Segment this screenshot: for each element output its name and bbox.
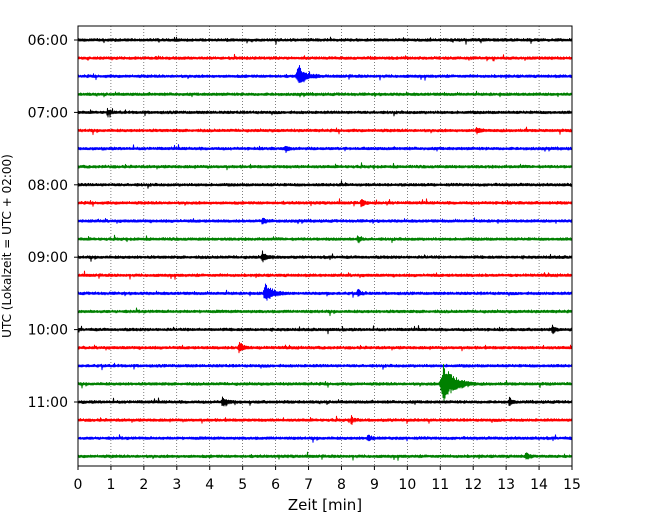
- trace-1115: [77, 415, 573, 426]
- y-tick-label: 09:00: [28, 250, 68, 266]
- plot-frame: [77, 25, 573, 467]
- x-axis-label: Zeit [min]: [288, 496, 362, 514]
- trace-0645: [77, 90, 573, 98]
- trace-1145: [77, 451, 573, 461]
- trace-0845: [77, 234, 573, 244]
- x-tick-label: 11: [431, 477, 449, 493]
- y-tick-label: 08:00: [28, 178, 68, 194]
- x-axis: 0 1 2 3 4 5 6 7 8 9 10 11 12 13 14 15: [74, 466, 581, 493]
- trace-0930: [77, 283, 573, 301]
- x-tick-label: 12: [464, 477, 482, 493]
- x-tick-label: 9: [370, 477, 379, 493]
- y-axis-label: UTC (Lokalzeit = UTC + 02:00): [0, 154, 14, 338]
- x-tick-label: 1: [106, 477, 115, 493]
- y-axis: 06:00 07:00 08:00 09:00 10:00 11:00: [28, 33, 78, 411]
- trace-1000: [77, 324, 573, 335]
- x-tick-label: 6: [271, 477, 280, 493]
- x-tick-label: 3: [172, 477, 181, 493]
- trace-0745: [77, 162, 573, 171]
- trace-1030: [77, 362, 573, 371]
- trace-0700: [77, 107, 573, 118]
- trace-1015: [77, 341, 573, 354]
- trace-0945: [77, 307, 573, 317]
- trace-0830: [77, 217, 573, 225]
- y-tick-label: 10:00: [28, 323, 68, 339]
- x-tick-label: 0: [74, 477, 83, 493]
- x-tick-label: 8: [337, 477, 346, 493]
- y-tick-label: 07:00: [28, 105, 68, 121]
- x-tick-label: 14: [530, 477, 548, 493]
- x-tick-label: 7: [304, 477, 313, 493]
- grid-lines: [110, 26, 540, 466]
- trace-0815: [77, 198, 573, 208]
- y-tick-label: 11:00: [28, 395, 68, 411]
- x-tick-label: 4: [205, 477, 214, 493]
- trace-0630: [77, 65, 573, 84]
- x-tick-label: 10: [398, 477, 416, 493]
- trace-0800: [77, 180, 573, 189]
- trace-1100: [77, 396, 573, 407]
- trace-0730: [77, 144, 573, 153]
- y-tick-label: 06:00: [28, 33, 68, 49]
- trace-0600: [77, 36, 573, 45]
- x-tick-label: 2: [139, 477, 148, 493]
- trace-1045: [77, 363, 573, 402]
- trace-0915: [77, 270, 573, 280]
- trace-layer: [77, 36, 573, 461]
- x-tick-label: 15: [563, 477, 581, 493]
- trace-0900: [77, 250, 573, 263]
- x-tick-label: 13: [497, 477, 515, 493]
- trace-0615: [77, 53, 573, 62]
- trace-0715: [77, 126, 573, 136]
- trace-1130: [77, 434, 573, 443]
- x-tick-label: 5: [238, 477, 247, 493]
